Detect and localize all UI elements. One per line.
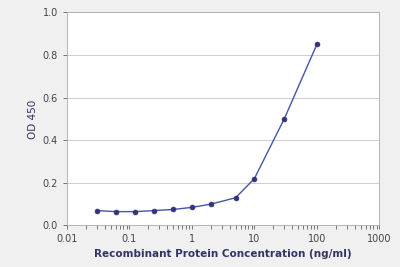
Y-axis label: OD 450: OD 450: [28, 99, 38, 139]
X-axis label: Recombinant Protein Concentration (ng/ml): Recombinant Protein Concentration (ng/ml…: [94, 249, 352, 259]
